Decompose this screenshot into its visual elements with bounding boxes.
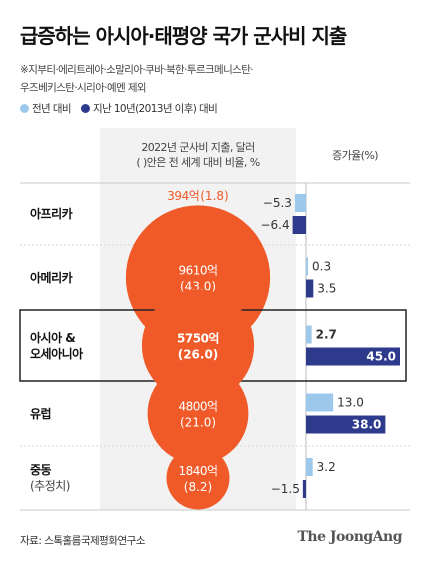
- source-note: 자료: 스톡홀름국제평화연구소: [20, 535, 145, 547]
- spending-value-label: 4800억: [178, 400, 217, 414]
- decade-bar: [306, 279, 314, 298]
- exclusion-note-line-2: 우즈베키스탄·시리아·예멘 제외: [20, 82, 147, 94]
- legend: 전년 대비 지난 10년(2013년 이후) 대비: [20, 101, 227, 116]
- region-name: 유럽: [30, 406, 52, 421]
- decade-value-label: 38.0: [352, 418, 382, 432]
- spending-value-label: 5750억: [177, 332, 219, 346]
- yoy-bar: [306, 458, 313, 476]
- decade-value-label: 3.5: [317, 282, 336, 296]
- decade-bar: [302, 480, 306, 498]
- decade-bar: [306, 415, 386, 434]
- yoy-bar: [294, 194, 306, 212]
- region-name: 아메리카: [30, 270, 73, 285]
- spending-header-line-1: 2022년 군사비 지출, 달러: [141, 141, 255, 154]
- spending-bubble: [147, 363, 249, 464]
- exclusion-note-line-1: ※지부티·에리트레아·소말리아·쿠바·북한·투르크메니스탄·: [20, 64, 254, 76]
- region-label: 아프리카: [30, 206, 73, 222]
- region-name: 중동: [30, 463, 52, 477]
- region-name: 아프리카: [30, 207, 73, 221]
- yoy-value-label: 0.3: [312, 260, 331, 274]
- growth-column-header: 증가율(%): [332, 149, 378, 162]
- region-label: 아시아 & 오세아니아: [30, 330, 83, 362]
- yoy-value-label: −5.3: [263, 196, 292, 210]
- chart-title: 급증하는 아시아·태평양 국가 군사비 지출: [20, 24, 347, 48]
- decade-bar: [292, 216, 306, 234]
- legend-swatch-yoy: [20, 104, 29, 113]
- share-value-label: (21.0): [180, 416, 216, 430]
- spending-value-label: 1840억: [178, 464, 217, 478]
- spending-header-line-2: ( )안은 전 세계 대비 비율, %: [136, 156, 260, 169]
- region-name: 아시아 &: [30, 330, 76, 345]
- region-name: 오세아니아: [30, 346, 83, 361]
- yoy-bar: [306, 257, 308, 276]
- spending-column-header: 2022년 군사비 지출, 달러 ( )안은 전 세계 대비 비율, %: [100, 140, 296, 170]
- region-subtitle: (추정치): [30, 479, 70, 493]
- yoy-bar: [306, 325, 312, 344]
- publisher-logo: The JoongAng: [297, 529, 403, 545]
- yoy-value-label: 3.2: [317, 460, 336, 474]
- yoy-bar: [306, 393, 334, 412]
- legend-label-yoy: 전년 대비: [32, 103, 72, 115]
- yoy-value-label: 2.7: [316, 328, 337, 342]
- legend-swatch-decade: [80, 104, 90, 113]
- share-value-label: (43.0): [180, 280, 216, 294]
- decade-bar: [306, 347, 400, 366]
- decade-value-label: 45.0: [366, 350, 396, 364]
- share-value-label: (8.2): [184, 480, 212, 494]
- spending-bubble: [166, 446, 230, 510]
- yoy-value-label: 13.0: [337, 396, 364, 410]
- legend-label-decade: 지난 10년(2013년 이후) 대비: [92, 103, 218, 115]
- spending-value-label: 9610억: [178, 264, 217, 278]
- legend-item-yoy: 전년 대비: [20, 101, 72, 116]
- spending-value-label: 394억: [167, 189, 199, 203]
- region-label: 아메리카: [30, 270, 73, 286]
- decade-value-label: −1.5: [271, 482, 300, 496]
- share-value-label: (26.0): [178, 348, 219, 362]
- decade-value-label: −6.4: [260, 218, 289, 232]
- region-label: 유럽: [30, 406, 52, 422]
- share-value-label: (1.8): [200, 189, 228, 203]
- region-label: 중동 (추정치): [30, 462, 70, 494]
- legend-item-decade: 지난 10년(2013년 이후) 대비: [80, 101, 218, 116]
